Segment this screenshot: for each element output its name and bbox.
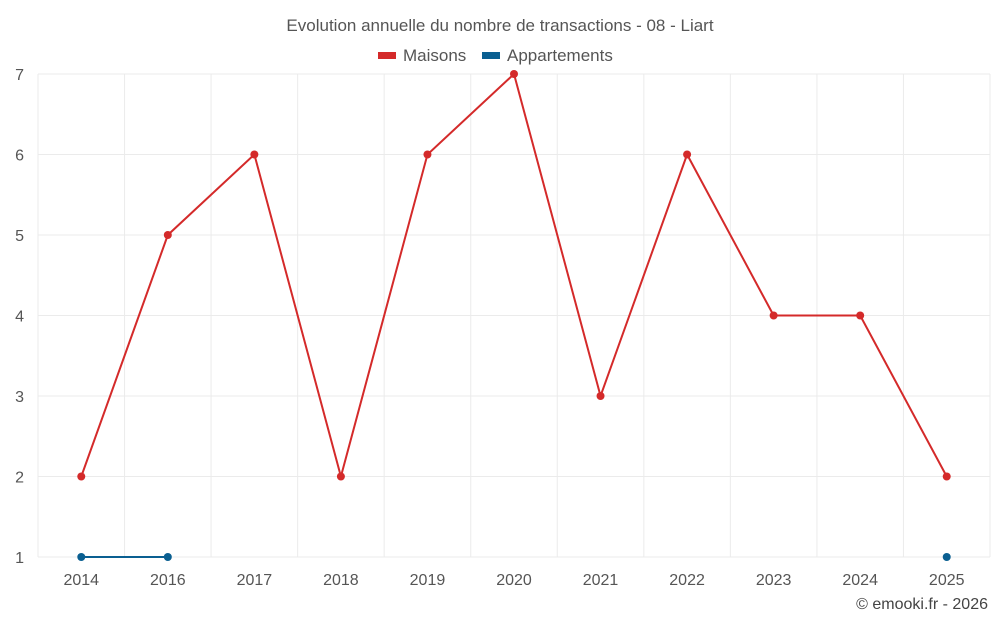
data-point-maisons[interactable] — [596, 392, 605, 400]
y-axis: 1 2 3 4 5 6 7 — [15, 67, 24, 567]
legend-swatch-appartements — [482, 52, 500, 59]
data-point-maisons[interactable] — [683, 150, 692, 159]
data-point-appartements[interactable] — [942, 553, 951, 561]
x-tick-label: 2021 — [583, 572, 619, 589]
legend-label-appartements[interactable]: Appartements — [507, 46, 613, 65]
copyright-footer: © emooki.fr - 2026 — [856, 596, 988, 613]
x-tick-label: 2020 — [496, 572, 532, 589]
series-maisons — [77, 70, 951, 481]
x-tick-label: 2022 — [669, 572, 705, 589]
data-point-maisons[interactable] — [769, 311, 778, 320]
data-point-maisons[interactable] — [942, 472, 951, 481]
legend-swatch-maisons — [378, 52, 396, 59]
x-tick-label: 2018 — [323, 572, 359, 589]
grid — [37, 73, 991, 558]
data-point-maisons[interactable] — [77, 472, 86, 481]
x-tick-label: 2019 — [410, 572, 446, 589]
x-tick-label: 2017 — [237, 572, 273, 589]
x-tick-label: 2025 — [929, 572, 965, 589]
series-appartements — [77, 553, 951, 561]
data-point-appartements[interactable] — [163, 553, 172, 561]
y-tick-label: 2 — [15, 470, 24, 487]
x-tick-label: 2024 — [842, 572, 878, 589]
y-tick-label: 3 — [15, 389, 24, 406]
legend: Maisons Appartements — [378, 46, 613, 65]
data-point-maisons[interactable] — [336, 472, 345, 481]
y-tick-label: 4 — [15, 309, 24, 326]
data-point-maisons[interactable] — [856, 311, 865, 320]
legend-label-maisons[interactable]: Maisons — [403, 46, 466, 65]
x-tick-label: 2016 — [150, 572, 186, 589]
data-point-appartements[interactable] — [77, 553, 86, 561]
data-point-maisons[interactable] — [510, 70, 518, 78]
x-tick-label: 2023 — [756, 572, 792, 589]
data-point-maisons[interactable] — [163, 231, 172, 239]
series-layer — [77, 70, 951, 561]
y-tick-label: 1 — [15, 550, 24, 567]
y-tick-label: 7 — [15, 67, 24, 84]
data-point-maisons[interactable] — [250, 150, 259, 159]
y-tick-label: 5 — [15, 228, 24, 245]
x-axis: 2014 2016 2017 2018 2019 2020 2021 2022 2023 2024… — [63, 572, 964, 589]
data-point-maisons[interactable] — [423, 150, 432, 159]
chart-title: Evolution annuelle du nombre de transact… — [286, 16, 713, 35]
x-tick-label: 2014 — [63, 572, 99, 589]
y-tick-label: 6 — [15, 148, 24, 165]
